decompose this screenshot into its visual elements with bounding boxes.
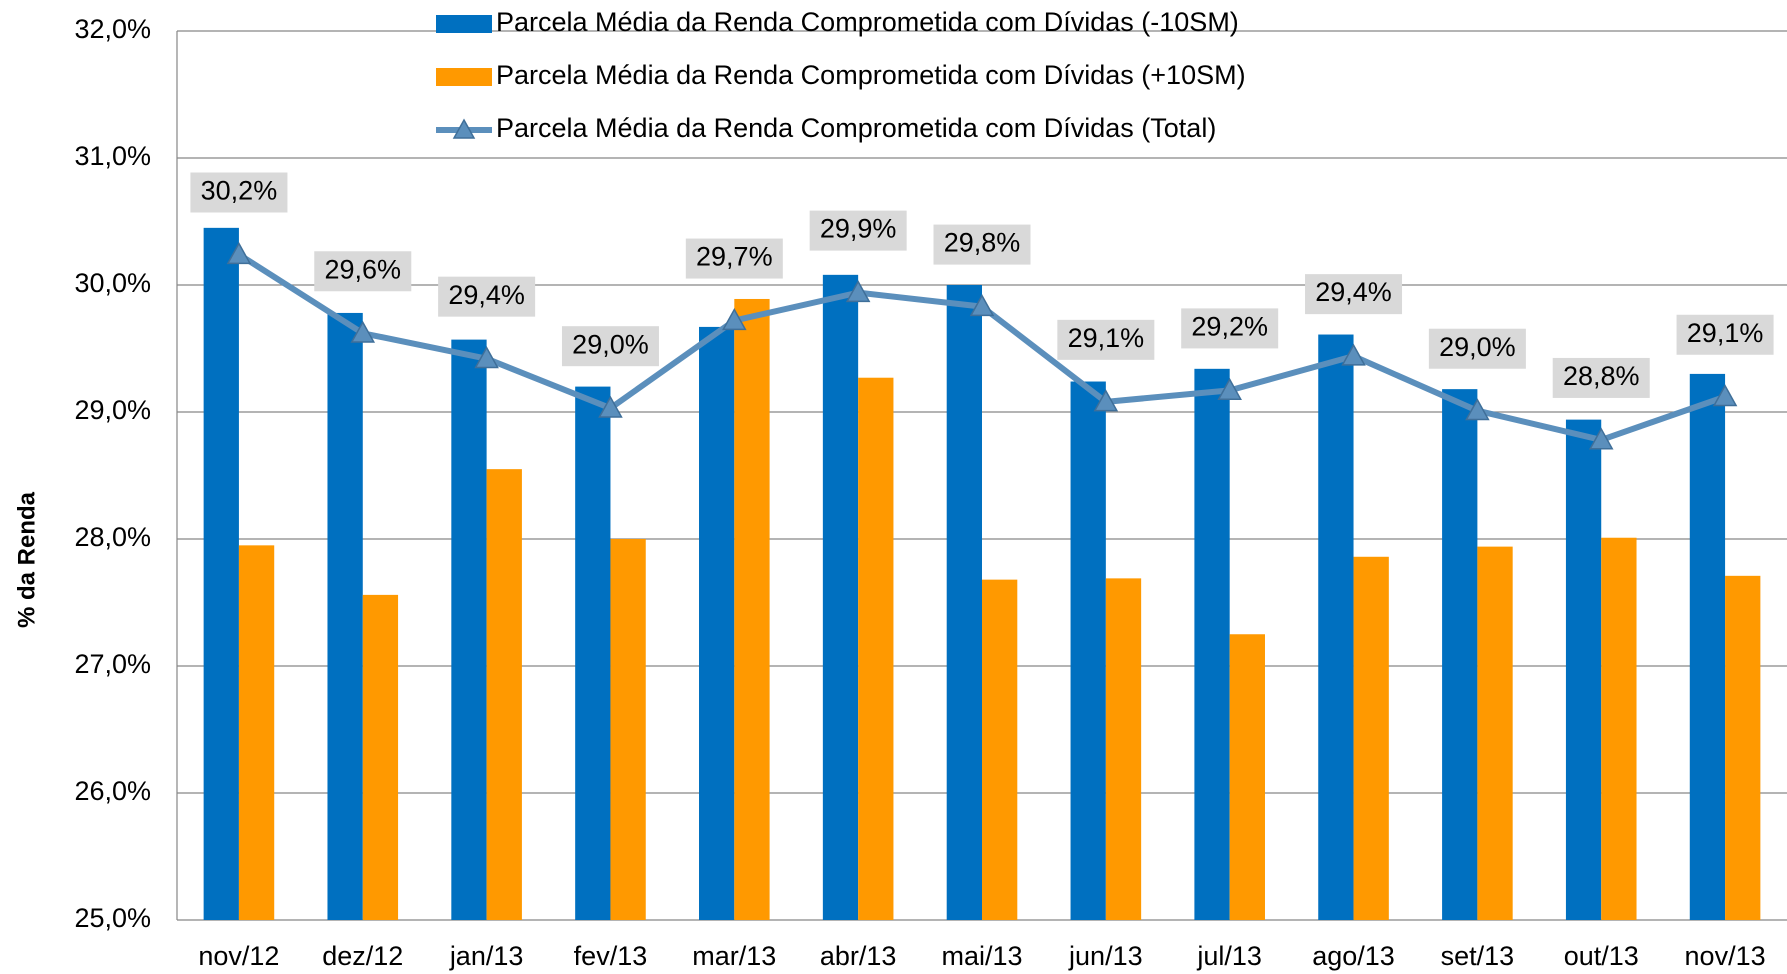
bar	[486, 469, 522, 920]
bar	[1194, 368, 1230, 920]
x-tick-label: jan/13	[449, 941, 524, 971]
legend-marker	[452, 118, 476, 139]
marker	[1217, 377, 1242, 400]
data-label: 29,2%	[1191, 312, 1268, 342]
bar	[1105, 578, 1142, 920]
bar	[575, 386, 611, 921]
x-tick-label: abr/13	[820, 941, 897, 971]
x-tick-label: jul/13	[1196, 941, 1262, 971]
x-tick-label: mar/13	[692, 941, 776, 971]
bar	[1229, 634, 1265, 920]
y-axis-label: % da Renda	[13, 491, 40, 628]
label-box	[685, 238, 783, 279]
x-tick-label: set/13	[1441, 941, 1515, 971]
x-tick-label: nov/12	[198, 941, 279, 971]
bar	[1601, 537, 1637, 920]
data-label: 29,0%	[572, 329, 649, 359]
y-tick-label: 30,0%	[74, 268, 151, 298]
data-label: 29,4%	[448, 280, 525, 310]
legend-swatch	[436, 15, 492, 33]
y-tick-label: 28,0%	[74, 522, 151, 552]
data-label: 29,0%	[1439, 332, 1516, 362]
marker	[1588, 427, 1614, 450]
marker	[1712, 384, 1738, 407]
y-tick-label: 27,0%	[74, 649, 151, 679]
data-label: 29,7%	[696, 242, 773, 272]
label-box	[1428, 328, 1526, 369]
bar	[1353, 556, 1389, 920]
label-box	[1057, 319, 1155, 360]
y-tick-label: 26,0%	[74, 776, 151, 806]
data-label: 28,8%	[1563, 361, 1640, 391]
bar	[982, 579, 1018, 920]
label-box	[1676, 314, 1774, 355]
bar	[451, 339, 487, 920]
legend-label: Parcela Média da Renda Comprometida com …	[496, 60, 1246, 90]
marker	[1341, 343, 1366, 366]
bar	[203, 227, 239, 921]
marker	[350, 320, 376, 343]
marker	[722, 308, 747, 331]
label-box	[809, 210, 907, 251]
bar	[1725, 575, 1761, 920]
data-label: 30,2%	[201, 176, 278, 206]
data-label: 29,4%	[1315, 277, 1392, 307]
bar	[1565, 419, 1602, 920]
label-box	[438, 276, 536, 317]
label-box	[1181, 308, 1279, 349]
y-tick-label: 29,0%	[74, 395, 151, 425]
bar	[822, 274, 859, 921]
label-box	[190, 172, 288, 213]
bar	[699, 326, 735, 920]
bar	[1442, 389, 1478, 920]
label-box	[1552, 357, 1650, 398]
bar	[362, 594, 399, 920]
bar	[1318, 334, 1354, 920]
legend-swatch	[436, 68, 492, 86]
legend-label: Parcela Média da Renda Comprometida com …	[496, 7, 1239, 37]
data-label: 29,1%	[1068, 323, 1145, 353]
x-tick-label: out/13	[1564, 941, 1639, 971]
x-tick-label: jun/13	[1068, 941, 1143, 971]
label-box	[314, 251, 412, 292]
data-label: 29,8%	[944, 228, 1021, 258]
bar	[1477, 546, 1513, 920]
x-tick-label: ago/13	[1312, 941, 1395, 971]
x-tick-label: fev/13	[574, 941, 648, 971]
label-box	[561, 326, 659, 367]
data-label: 29,6%	[324, 254, 401, 284]
data-label: 29,1%	[1687, 318, 1764, 348]
x-tick-label: nov/13	[1685, 941, 1766, 971]
marker	[1093, 389, 1119, 412]
bar	[1689, 373, 1726, 920]
bar	[238, 545, 275, 920]
marker	[226, 241, 252, 265]
bar	[946, 285, 982, 920]
bar	[1070, 381, 1106, 920]
marker	[969, 294, 995, 317]
bar	[858, 377, 894, 921]
marker	[845, 280, 871, 303]
bar	[327, 312, 363, 920]
y-tick-label: 31,0%	[74, 141, 151, 171]
data-label: 29,9%	[820, 214, 897, 244]
marker	[598, 395, 623, 418]
marker	[474, 346, 499, 369]
bar	[610, 539, 646, 920]
x-tick-label: dez/12	[322, 941, 403, 971]
label-box	[1305, 274, 1403, 315]
y-tick-label: 25,0%	[74, 903, 151, 933]
bar	[734, 298, 770, 921]
marker	[1465, 398, 1490, 421]
label-box	[933, 224, 1031, 265]
y-tick-label: 32,0%	[74, 14, 151, 44]
x-tick-label: mai/13	[941, 941, 1022, 971]
legend-label: Parcela Média da Renda Comprometida com …	[496, 113, 1216, 143]
